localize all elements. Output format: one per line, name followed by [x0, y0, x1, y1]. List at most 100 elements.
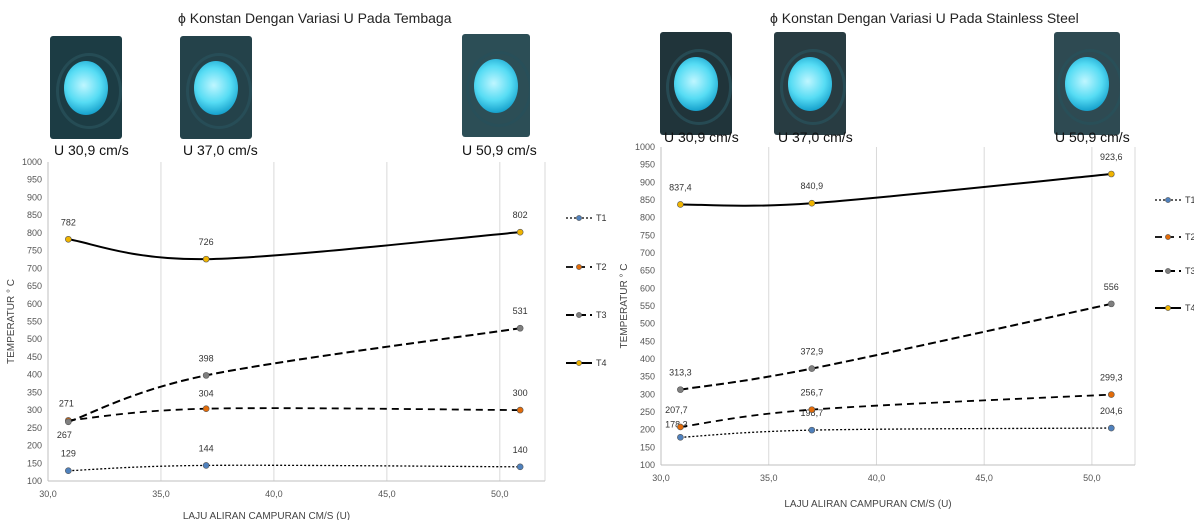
data-label: 204,6	[1100, 406, 1123, 416]
photo-label-2: U 37,0 cm/s	[778, 129, 853, 145]
data-label: 304	[199, 389, 214, 399]
flame-photo-1	[660, 32, 732, 135]
y-tick-label: 100	[27, 476, 42, 486]
legend-marker-t3	[576, 312, 582, 318]
photo-label-2: U 37,0 cm/s	[183, 142, 258, 158]
data-label: 140	[513, 445, 528, 455]
data-point-t4	[808, 199, 816, 207]
data-point-t3	[65, 418, 72, 426]
flame-photo-2	[180, 36, 252, 139]
y-tick-label: 650	[27, 281, 42, 291]
data-label: 198,7	[801, 408, 824, 418]
y-tick-label: 700	[27, 263, 42, 273]
data-label: 271	[59, 398, 74, 408]
series-line-t3	[680, 302, 1112, 391]
x-tick-label: 30,0	[652, 473, 670, 483]
data-label: 129	[61, 449, 76, 459]
y-tick-label: 750	[640, 230, 655, 240]
photo-label-1: U 30,9 cm/s	[54, 142, 129, 158]
y-tick-label: 150	[640, 442, 655, 452]
chart-title: ϕ Konstan Dengan Variasi U Pada Stainles…	[770, 10, 1079, 26]
data-label: 313,3	[669, 368, 692, 378]
data-label: 299,3	[1100, 373, 1123, 383]
data-label: 531	[513, 306, 528, 316]
legend-marker-t4	[1165, 305, 1171, 311]
y-tick-label: 200	[640, 425, 655, 435]
y-tick-label: 400	[640, 354, 655, 364]
data-point-t4	[677, 201, 684, 208]
data-label: 837,4	[669, 182, 692, 192]
data-point-t1	[808, 426, 816, 434]
data-label: 372,9	[801, 347, 824, 357]
line-chart-tembaga: 30,0 35,0 40,0 45,0 50,0 100 150 200 250 300 350 40…	[6, 157, 607, 520]
series-line-t3	[68, 327, 521, 423]
data-point-t1	[516, 463, 524, 471]
data-label: 300	[513, 388, 528, 398]
flame-photo-3	[1054, 32, 1120, 135]
y-tick-label: 250	[27, 423, 42, 433]
legend-marker-t1	[1165, 197, 1171, 203]
series-line-t1	[680, 427, 1112, 438]
data-label: 144	[199, 443, 214, 453]
x-tick-label: 50,0	[1083, 473, 1101, 483]
x-tick-label: 45,0	[975, 473, 993, 483]
y-tick-label: 1000	[635, 142, 655, 152]
data-label: 782	[61, 217, 76, 227]
y-tick-label: 600	[640, 283, 655, 293]
data-label: 840,9	[801, 181, 824, 191]
data-point-t2	[516, 406, 524, 414]
y-tick-label: 650	[640, 266, 655, 276]
data-point-t3	[1107, 300, 1115, 308]
data-label: 256,7	[801, 388, 824, 398]
y-tick-label: 550	[640, 301, 655, 311]
y-tick-label: 500	[27, 334, 42, 344]
y-tick-label: 450	[27, 352, 42, 362]
y-axis-label: TEMPERATUR ° C	[6, 279, 17, 364]
data-point-t2	[1107, 391, 1115, 398]
x-tick-label: 50,0	[491, 489, 509, 499]
data-point-t2	[677, 423, 684, 431]
series-line-t2	[68, 407, 521, 422]
photo-label-3: U 50,9 cm/s	[462, 142, 537, 158]
legend-marker-t2	[576, 264, 582, 270]
y-tick-label: 800	[640, 213, 655, 223]
y-tick-label: 850	[27, 210, 42, 220]
x-tick-label: 35,0	[760, 473, 778, 483]
data-point-t4	[516, 228, 524, 236]
x-tick-label: 40,0	[868, 473, 886, 483]
legend-label-t3: T3	[1185, 266, 1194, 276]
data-point-t3	[677, 386, 684, 393]
y-tick-label: 150	[27, 458, 42, 468]
y-tick-label: 600	[27, 299, 42, 309]
photo-label-1: U 30,9 cm/s	[664, 129, 739, 145]
legend-label-t2: T2	[596, 262, 607, 272]
x-tick-label: 30,0	[39, 489, 57, 499]
y-tick-label: 950	[27, 175, 42, 185]
data-point-t4	[65, 235, 72, 243]
data-point-t2	[808, 406, 816, 413]
y-tick-label: 850	[640, 195, 655, 205]
data-label: 556	[1104, 282, 1119, 292]
flame-photo-2	[774, 32, 846, 135]
y-tick-label: 950	[640, 160, 655, 170]
x-tick-label: 35,0	[152, 489, 170, 499]
y-tick-label: 250	[640, 407, 655, 417]
chart-panel-tembaga: ϕ Konstan Dengan Variasi U Pada Tembaga …	[6, 10, 607, 520]
y-tick-label: 450	[640, 336, 655, 346]
legend-label-t3: T3	[596, 310, 607, 320]
flame-photo-1	[50, 36, 122, 139]
chart-title: ϕ Konstan Dengan Variasi U Pada Tembaga	[178, 10, 452, 26]
data-label: 178,3	[665, 419, 688, 429]
data-label: 726	[199, 237, 214, 247]
y-axis-label: TEMPERATUR ° C	[619, 264, 630, 349]
legend-label-t4: T4	[1185, 303, 1194, 313]
y-tick-label: 800	[27, 228, 42, 238]
data-point-t2	[202, 405, 210, 412]
y-tick-label: 400	[27, 370, 42, 380]
photo-label-3: U 50,9 cm/s	[1055, 129, 1130, 145]
chart-panel-stainless-steel: ϕ Konstan Dengan Variasi U Pada Stainles…	[605, 0, 1194, 520]
line-chart-stainless-steel: 30,0 35,0 40,0 45,0 50,0 100 150 200 250 300 350 40…	[619, 142, 1194, 510]
legend-marker-t1	[576, 215, 582, 221]
y-tick-label: 300	[640, 389, 655, 399]
y-tick-label: 700	[640, 248, 655, 258]
